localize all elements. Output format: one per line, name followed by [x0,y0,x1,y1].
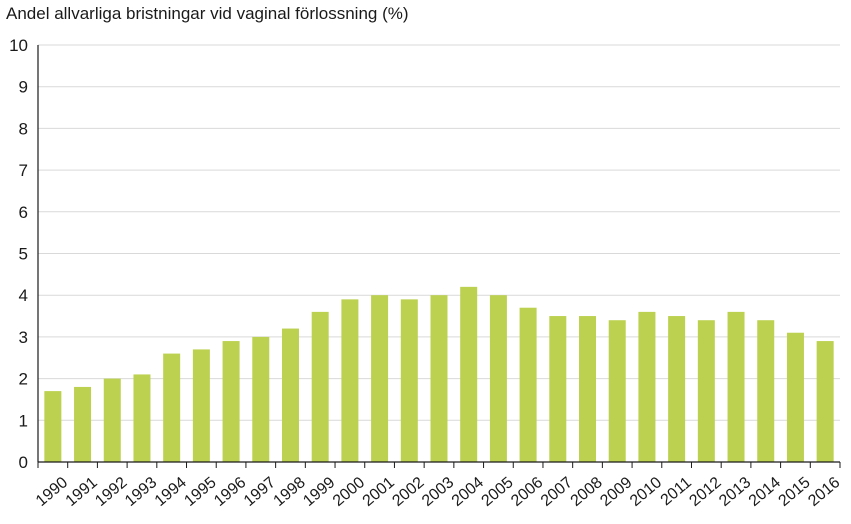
bar-2004 [460,286,478,462]
bar-1993 [133,374,151,462]
y-tick-label-9: 9 [19,78,28,97]
x-tick-label-2009: 2009 [597,474,635,510]
axes [37,45,841,468]
bar-1998 [281,328,299,462]
bar-1996 [222,341,240,462]
y-tick-label-2: 2 [19,370,28,389]
x-tick-label-1990: 1990 [33,474,71,510]
x-tick-label-1996: 1996 [211,474,249,510]
x-tick-label-2012: 2012 [686,474,724,510]
x-tick-label-1994: 1994 [152,474,190,510]
x-tick-label-2011: 2011 [658,474,695,509]
bar-1990 [44,391,62,462]
y-tick-label-7: 7 [19,161,28,180]
x-tick-label-2005: 2005 [478,474,516,510]
bar-2010 [638,311,656,462]
x-tick-label-2006: 2006 [508,474,546,510]
bar-2000 [341,299,359,462]
x-tick-label-1991: 1991 [63,474,101,510]
x-tick-label-2015: 2015 [776,474,814,510]
bar-2014 [757,320,775,462]
bar-2015 [786,332,804,462]
x-tick-label-2004: 2004 [449,474,487,510]
bar-1997 [252,336,270,462]
chart-title: Andel allvarliga bristningar vid vaginal… [6,4,409,23]
bar-2013 [727,311,745,462]
x-tick-labels: 1990199119921993199419951996199719981999… [33,474,844,510]
bar-2016 [816,341,834,462]
x-tick-label-2013: 2013 [716,474,754,510]
x-tick-label-2010: 2010 [627,474,665,510]
bar-2007 [549,316,567,462]
x-tick-label-2016: 2016 [805,474,843,510]
y-tick-label-6: 6 [19,203,28,222]
bar-2001 [371,295,389,462]
y-tick-label-5: 5 [19,245,28,264]
x-tick-label-2007: 2007 [538,474,576,510]
x-tick-label-2000: 2000 [330,474,368,510]
x-tick-label-1993: 1993 [122,474,160,510]
bar-2003 [430,295,448,462]
bar-2011 [668,316,686,462]
y-tick-label-1: 1 [19,411,28,430]
y-tick-label-4: 4 [19,286,28,305]
bar-1994 [163,353,181,462]
x-tick-label-1997: 1997 [241,474,279,510]
x-tick-label-2001: 2001 [360,474,398,510]
x-tick-label-1995: 1995 [181,474,219,510]
bar-2008 [579,316,597,462]
bar-2012 [697,320,715,462]
bar-1991 [74,386,92,462]
x-tick-label-2014: 2014 [746,474,784,510]
x-tick-label-2002: 2002 [389,474,427,510]
x-tick-label-2008: 2008 [568,474,606,510]
y-tick-label-8: 8 [19,119,28,138]
bars [44,286,834,462]
y-tick-labels: 0 1 2 3 4 5 6 7 8 9 10 [9,36,28,472]
bar-1999 [311,311,329,462]
x-tick-label-1992: 1992 [92,474,130,510]
y-tick-label-0: 0 [19,453,28,472]
y-tick-label-10: 10 [9,36,28,55]
x-tick-label-1999: 1999 [300,474,338,510]
bar-2006 [519,307,537,462]
bar-1995 [192,349,210,462]
x-tick-label-2003: 2003 [419,474,457,510]
bar-2005 [489,295,507,462]
y-tick-label-3: 3 [19,328,28,347]
x-tick-label-1998: 1998 [271,474,309,510]
bar-1992 [103,378,121,462]
bar-2002 [400,299,418,462]
bar-2009 [608,320,626,462]
